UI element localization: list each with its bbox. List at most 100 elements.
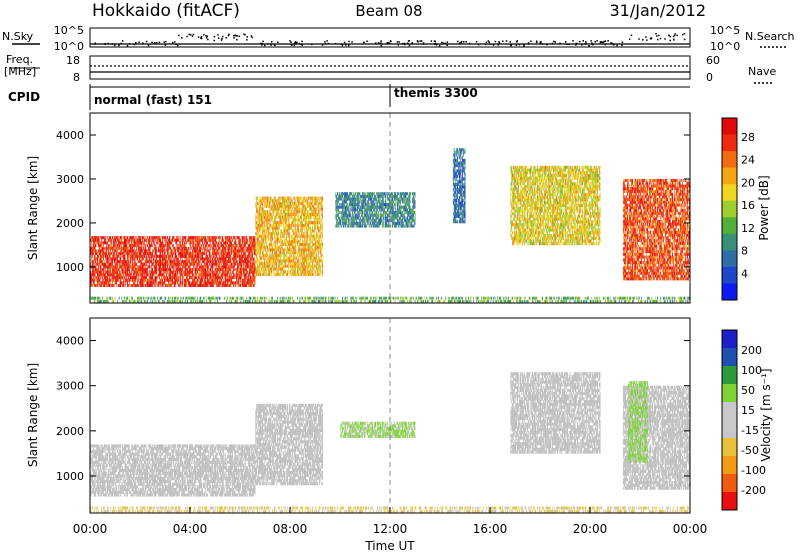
nsky-point	[535, 41, 538, 44]
power-cell	[232, 238, 233, 242]
power-cell	[184, 238, 186, 242]
nsky-point	[565, 41, 567, 43]
nsky-point	[581, 44, 583, 46]
power-cell	[152, 270, 154, 274]
power-cell	[194, 270, 196, 274]
power-cell	[318, 221, 320, 225]
power-cell	[284, 229, 286, 233]
power-cell	[153, 254, 155, 258]
power-cell	[304, 202, 306, 205]
power-cell	[145, 278, 147, 282]
power-cell	[317, 215, 319, 219]
power-cell	[307, 264, 308, 268]
power-cell	[93, 281, 95, 285]
power-cell	[106, 241, 108, 245]
power-cell	[162, 254, 164, 258]
power-cell	[274, 215, 276, 219]
power-cell	[297, 240, 299, 244]
power-cell	[261, 218, 263, 222]
power-cell	[237, 281, 239, 285]
power-cell	[301, 229, 303, 233]
power-cell	[242, 238, 244, 242]
power-cell	[257, 234, 259, 238]
power-cell	[310, 240, 312, 244]
power-cell	[114, 278, 116, 282]
power-cell	[182, 273, 183, 277]
power-cell	[272, 253, 273, 257]
power-cell	[131, 276, 133, 280]
nsky-tick-bottom: 10^0	[54, 40, 84, 53]
power-cell	[159, 268, 161, 272]
power-cell	[242, 246, 243, 250]
power-cell	[227, 284, 228, 287]
power-cell	[185, 265, 187, 269]
power-cell	[246, 236, 248, 240]
power-cell	[296, 207, 298, 211]
power-cell	[229, 257, 231, 261]
power-cell	[176, 254, 178, 258]
power-cell	[186, 260, 188, 264]
power-cell	[102, 278, 104, 282]
power-cell	[256, 270, 258, 274]
power-cell	[202, 249, 203, 253]
power-cell	[151, 238, 153, 242]
power-cell	[283, 226, 285, 230]
power-cell	[241, 252, 243, 256]
power-cell	[182, 276, 183, 280]
power-cell	[105, 252, 107, 256]
power-cell	[312, 256, 314, 260]
power-cell	[302, 213, 304, 216]
power-cell	[191, 246, 193, 250]
power-cell	[151, 254, 153, 258]
power-cell	[171, 260, 173, 264]
nsky-point	[203, 34, 205, 36]
power-cell	[241, 260, 243, 264]
power-cell	[122, 252, 124, 256]
power-cell	[181, 260, 183, 264]
power-cell	[313, 226, 315, 230]
power-cell	[242, 249, 244, 253]
power-cell	[90, 252, 92, 256]
nsky-point	[682, 33, 684, 36]
power-cell	[306, 223, 308, 227]
power-cell	[277, 245, 279, 249]
power-cell	[253, 273, 255, 277]
power-cell	[257, 204, 259, 208]
power-cell	[207, 278, 209, 282]
power-cell	[189, 270, 191, 274]
power-cell	[276, 253, 278, 257]
power-cell	[183, 284, 185, 287]
power-cell	[151, 244, 153, 248]
power-cell	[105, 273, 107, 277]
power-cell	[296, 196, 298, 200]
power-cell	[174, 278, 176, 282]
power-cell	[203, 249, 205, 253]
power-cell	[257, 218, 258, 222]
power-cell	[275, 234, 277, 238]
power-cell	[305, 262, 307, 266]
power-cell	[110, 273, 112, 277]
power-cell	[187, 249, 188, 253]
power-cell	[257, 232, 259, 236]
power-cell	[232, 249, 234, 253]
power-cell	[92, 241, 94, 245]
power-cell	[114, 238, 116, 242]
power-cell	[229, 270, 231, 274]
power-cell	[227, 238, 228, 242]
power-cell	[161, 276, 163, 280]
power-cell	[187, 254, 189, 258]
power-cell	[272, 204, 273, 208]
power-cell	[283, 259, 285, 263]
power-cell	[177, 252, 179, 256]
power-cell	[143, 276, 145, 280]
power-cell	[176, 278, 178, 282]
nsky-point	[324, 41, 326, 43]
nsky-point	[434, 42, 437, 44]
power-cell	[175, 238, 177, 242]
power-cell	[314, 196, 316, 200]
power-cell	[293, 213, 295, 216]
power-cell	[146, 273, 148, 277]
power-cell	[217, 268, 219, 272]
power-cell	[231, 281, 233, 285]
power-cell	[196, 238, 198, 242]
